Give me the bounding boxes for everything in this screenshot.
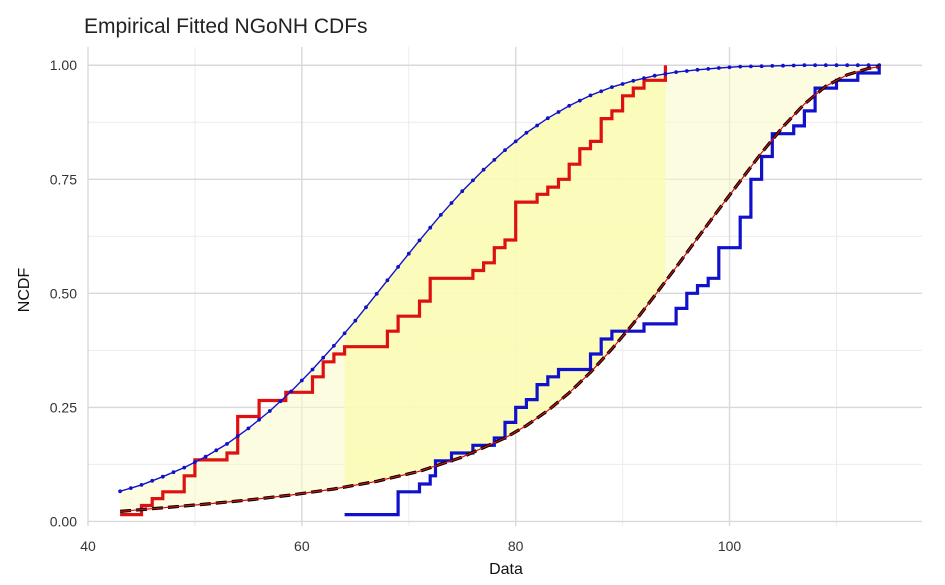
curve-point (471, 178, 475, 183)
curve-point (855, 63, 860, 68)
curve-point (225, 442, 229, 446)
curve-point (716, 66, 721, 70)
curve-point (823, 63, 828, 68)
y-tick-label: 0.00 (50, 513, 77, 529)
curve-point (460, 189, 465, 194)
curve-point (631, 78, 636, 83)
curve-point (139, 483, 144, 487)
curve-point (257, 417, 261, 422)
curve-point (203, 454, 208, 459)
curve-point (118, 489, 122, 494)
curve-point (417, 238, 422, 243)
curve-point (193, 460, 197, 464)
curve-point (524, 130, 529, 135)
curve-point (652, 73, 657, 78)
curve-point (374, 291, 379, 296)
y-axis-title: NCDF (16, 268, 33, 313)
curve-point (481, 167, 486, 172)
curve-point (513, 139, 518, 144)
curve-point (845, 63, 850, 68)
curve-point (364, 305, 368, 310)
x-axis-title: Data (489, 561, 523, 578)
curve-point (214, 448, 219, 453)
fitted-cdf-upper-points (118, 63, 882, 494)
curve-point (642, 76, 646, 81)
x-tick-label: 100 (718, 538, 742, 554)
curve-point (567, 103, 572, 108)
curve-point (556, 110, 561, 114)
curve-point (663, 72, 668, 76)
curve-point (428, 225, 433, 230)
fill-band (120, 65, 880, 512)
y-tick-label: 0.50 (50, 285, 77, 301)
curve-point (706, 67, 711, 71)
curve-point (738, 64, 743, 69)
curve-point (813, 63, 817, 68)
curve-point (438, 213, 443, 217)
curve-point (406, 251, 411, 256)
curve-point (396, 265, 400, 269)
curve-point (246, 426, 251, 431)
curve-point (235, 434, 240, 438)
curve-point (545, 116, 550, 121)
curve-point (289, 389, 294, 394)
curve-point (791, 63, 796, 68)
curve-point (727, 65, 732, 70)
curve-point (535, 123, 539, 128)
curve-point (503, 148, 507, 153)
curve-point (759, 64, 764, 69)
band-highlight (344, 73, 666, 488)
curve-point (749, 64, 753, 69)
x-tick-label: 80 (508, 538, 524, 554)
curve-point (310, 367, 315, 372)
curve-point (332, 343, 336, 348)
curve-point (588, 93, 593, 98)
curve-point (128, 486, 133, 490)
y-tick-labels: 0.00 0.25 0.50 0.75 1.00 (50, 57, 77, 529)
curve-point (160, 474, 165, 479)
curve-point (684, 69, 689, 73)
fitted-cdf-lower-inner (120, 66, 880, 512)
x-tick-labels: 40 60 80 100 (80, 538, 741, 554)
curve-point (321, 355, 326, 360)
curve-point (171, 470, 176, 475)
y-tick-label: 0.75 (50, 171, 77, 187)
curve-point (695, 67, 700, 72)
curve-point (267, 409, 272, 413)
series-layer (118, 63, 882, 517)
curve-point (299, 378, 304, 383)
curve-point (353, 318, 358, 323)
y-tick-label: 0.25 (50, 399, 77, 415)
ecdf-step-0 (120, 65, 667, 517)
curve-point (599, 89, 604, 94)
y-tick-label: 1.00 (50, 57, 77, 73)
curve-point (802, 63, 807, 68)
x-tick-label: 60 (294, 538, 310, 554)
curve-point (620, 82, 625, 86)
curve-point (342, 331, 347, 336)
curve-point (781, 63, 785, 68)
x-tick-label: 40 (80, 538, 96, 554)
curve-point (866, 63, 871, 68)
curve-point (770, 64, 775, 68)
curve-point (674, 70, 678, 74)
chart-title: Empirical Fitted NGoNH CDFs (84, 15, 368, 38)
curve-point (834, 63, 839, 68)
curve-point (610, 85, 614, 89)
curve-point (278, 399, 283, 404)
curve-point (577, 98, 582, 103)
curve-point (150, 478, 155, 483)
curve-point (385, 278, 390, 283)
curve-point (182, 465, 187, 470)
curve-point (492, 158, 497, 162)
curve-point (449, 201, 454, 205)
